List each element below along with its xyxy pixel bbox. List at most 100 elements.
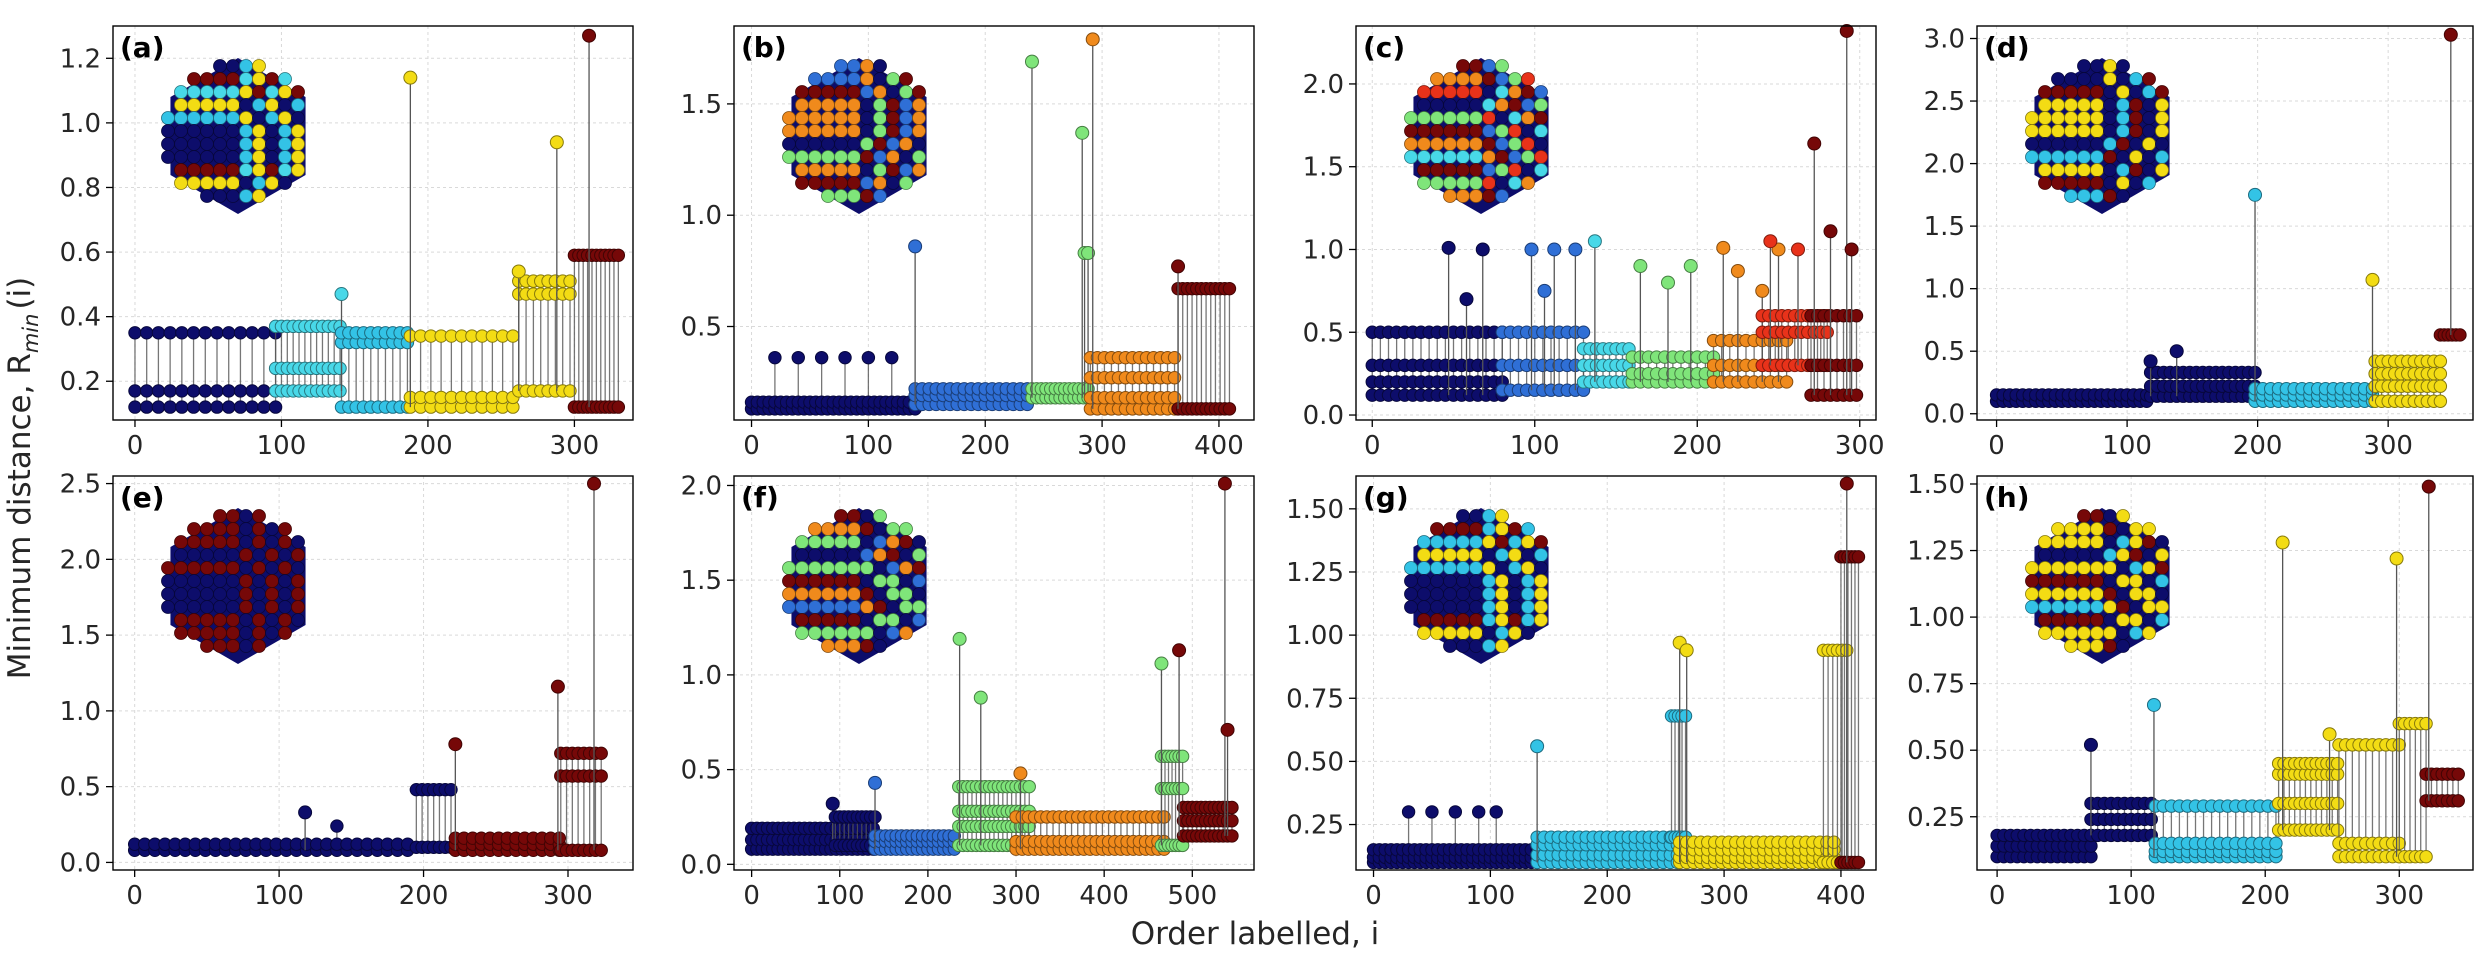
inset-atom (2064, 548, 2078, 562)
inset-atom (1495, 535, 1509, 549)
inset-atom (1417, 535, 1431, 549)
inset-atom (899, 163, 913, 177)
inset-atom (1456, 626, 1470, 640)
inset-atom (1508, 613, 1522, 627)
inset-atom (1495, 163, 1509, 177)
inset-atom (821, 85, 835, 99)
y-tick-label: 0.5 (1303, 318, 1344, 348)
inset-atom (2103, 150, 2117, 164)
inset-atom (278, 85, 292, 99)
data-point (257, 326, 271, 340)
inset-atom (1521, 548, 1535, 562)
inset-atom (2155, 574, 2169, 588)
inset-atom (213, 600, 227, 614)
spike-point (1081, 246, 1096, 261)
inset-atom (860, 150, 874, 164)
inset-atom (278, 98, 292, 112)
inset-atom (187, 176, 201, 190)
inset-atom (2064, 522, 2078, 536)
inset-atom (808, 98, 822, 112)
inset-atom (2155, 124, 2169, 138)
inset-atom (200, 72, 214, 86)
inset-atom (899, 600, 913, 614)
inset-atom (2064, 613, 2078, 627)
spike-point (1530, 739, 1545, 754)
data-point (198, 326, 212, 340)
inset-atom (1456, 124, 1470, 138)
inset-atom (2116, 587, 2130, 601)
inset-atom (174, 561, 188, 575)
spike-point (1661, 275, 1675, 290)
inset-atom (187, 137, 201, 151)
inset-atom (782, 150, 796, 164)
data-point (186, 400, 201, 414)
data-point (1576, 325, 1591, 339)
data-point (552, 831, 567, 845)
inset-atom (252, 150, 266, 164)
inset-atom (226, 150, 240, 164)
inset-atom (2103, 613, 2117, 627)
inset-atom (1482, 98, 1496, 112)
panel-label: (e) (120, 481, 165, 514)
inset-atom (1495, 639, 1509, 653)
inset-atom (1456, 85, 1470, 99)
inset-atom (291, 98, 305, 112)
inset-atom (252, 600, 266, 614)
axes-frame (1976, 475, 2474, 871)
inset-atom (2064, 189, 2078, 203)
data-point (245, 400, 259, 414)
inset-atom (278, 587, 292, 601)
inset-atom (821, 522, 835, 536)
inset-atom (2077, 72, 2091, 86)
data-point (1851, 550, 1866, 564)
data-point (838, 350, 852, 365)
inset-atom (1430, 535, 1444, 549)
spike-point (298, 805, 313, 820)
inset-atom (847, 561, 861, 575)
inset-atom (1443, 587, 1457, 601)
inset-atom (795, 574, 809, 588)
spike-point (1220, 722, 1235, 737)
inset-atom (226, 176, 240, 190)
inset-atom (213, 509, 227, 523)
inset-atom (886, 574, 900, 588)
inset-atom (1534, 613, 1548, 627)
data-point (1175, 749, 1190, 764)
inset-atom (2051, 111, 2065, 125)
inset-atom (2129, 587, 2143, 601)
inset-atom (1456, 59, 1470, 73)
inset-atom (821, 189, 835, 203)
spike-point (2083, 737, 2098, 752)
inset-atom (278, 535, 292, 549)
inset-atom (912, 111, 926, 125)
inset-atom (1534, 111, 1548, 125)
inset-atom (1482, 561, 1496, 575)
inset-atom (886, 163, 900, 177)
inset-atom (1508, 98, 1522, 112)
spike-point (2169, 344, 2184, 359)
inset-atom (2077, 150, 2091, 164)
data-point (128, 326, 142, 340)
inset-atom (899, 626, 913, 640)
inset-atom (213, 72, 227, 86)
inset-atom (213, 189, 227, 203)
inset-atom (2090, 176, 2104, 190)
inset-atom (873, 600, 887, 614)
inset-atom (2064, 639, 2078, 653)
inset-atom (873, 72, 887, 86)
inset-atom (834, 600, 848, 614)
inset-atom (2129, 561, 2143, 575)
data-point (1401, 805, 1416, 819)
inset-atom (2103, 561, 2117, 575)
data-point (139, 384, 154, 398)
data-marks (1365, 23, 1864, 402)
inset-atom (1521, 137, 1535, 151)
inset-atom (239, 137, 253, 151)
inset-atom (2064, 600, 2078, 614)
inset-atom (2051, 150, 2065, 164)
inset-atom (1417, 548, 1431, 562)
inset-atom (795, 600, 809, 614)
inset-atom (2116, 137, 2130, 151)
x-tick-label: 0 (1364, 431, 1381, 461)
inset-atom (1443, 72, 1457, 86)
